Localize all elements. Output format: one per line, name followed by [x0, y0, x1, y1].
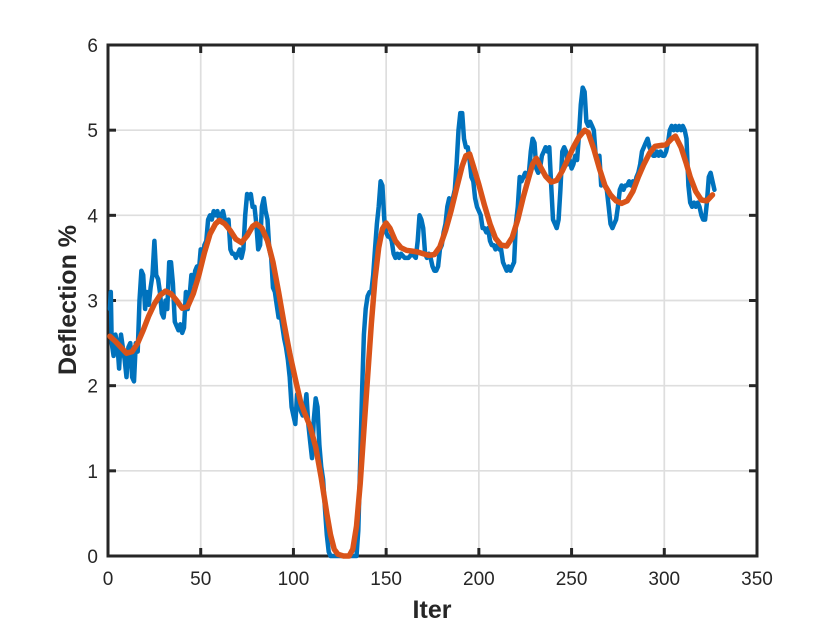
- x-tick-label: 100: [278, 569, 310, 590]
- x-tick-label: 250: [556, 569, 588, 590]
- tick-marks: [106, 43, 759, 558]
- x-tick-label: 300: [648, 569, 680, 590]
- x-axis-label: Iter: [413, 596, 452, 624]
- y-tick-label: 3: [87, 292, 98, 313]
- x-tick-label: 150: [370, 569, 402, 590]
- y-tick-label: 1: [87, 462, 98, 483]
- y-tick-label: 5: [87, 121, 98, 142]
- y-tick-label: 6: [87, 36, 98, 57]
- data-series: [107, 85, 717, 559]
- y-tick-label: 0: [87, 547, 98, 568]
- y-axis-label: Deflection %: [54, 225, 82, 375]
- x-tick-label: 50: [190, 569, 211, 590]
- x-tick-label: 350: [741, 569, 773, 590]
- x-tick-labels: 0 50 100 150 200 250 300 350: [103, 569, 773, 590]
- gridlines: [108, 45, 757, 556]
- x-tick-label: 0: [103, 569, 114, 590]
- smoothed-deflection-line: [107, 127, 716, 559]
- y-tick-label: 4: [87, 206, 98, 227]
- y-tick-label: 2: [87, 377, 98, 398]
- x-tick-label: 200: [463, 569, 495, 590]
- y-tick-labels: 0 1 2 3 4 5 6: [87, 36, 98, 568]
